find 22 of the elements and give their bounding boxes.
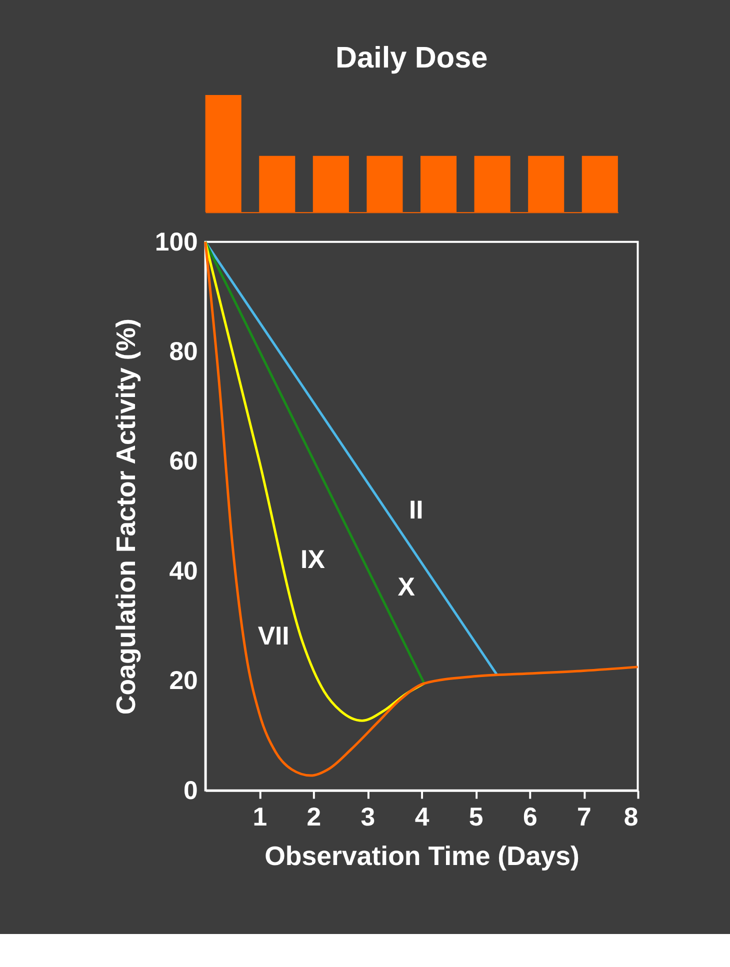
series-label: VII	[258, 622, 290, 651]
y-tick-label: 80	[169, 338, 198, 366]
x-tick-label: 6	[522, 804, 538, 832]
y-tick-label: 20	[169, 667, 198, 696]
y-tick-label: 100	[154, 228, 198, 256]
series-label: IX	[300, 546, 325, 574]
y-axis-title: Coagulation Factor Activity (%)	[111, 318, 142, 715]
x-tick-label: 1	[252, 804, 268, 832]
x-tick-label: 2	[306, 804, 322, 832]
y-tick-label: 0	[184, 776, 198, 805]
series-label: II	[408, 496, 424, 525]
x-tick-label: 5	[468, 804, 484, 832]
x-axis-title: Observation Time (Days)	[264, 841, 580, 872]
x-tick-label: 3	[360, 804, 376, 832]
y-tick-label: 60	[169, 448, 198, 476]
y-tick-label: 40	[169, 557, 198, 586]
x-tick-label: 7	[577, 804, 592, 832]
x-tick-label: 4	[414, 804, 430, 832]
line-series	[204, 240, 639, 777]
series-label: X	[398, 573, 415, 602]
x-tick-label: 8	[624, 804, 638, 832]
chart-title: Daily Dose	[336, 41, 488, 74]
